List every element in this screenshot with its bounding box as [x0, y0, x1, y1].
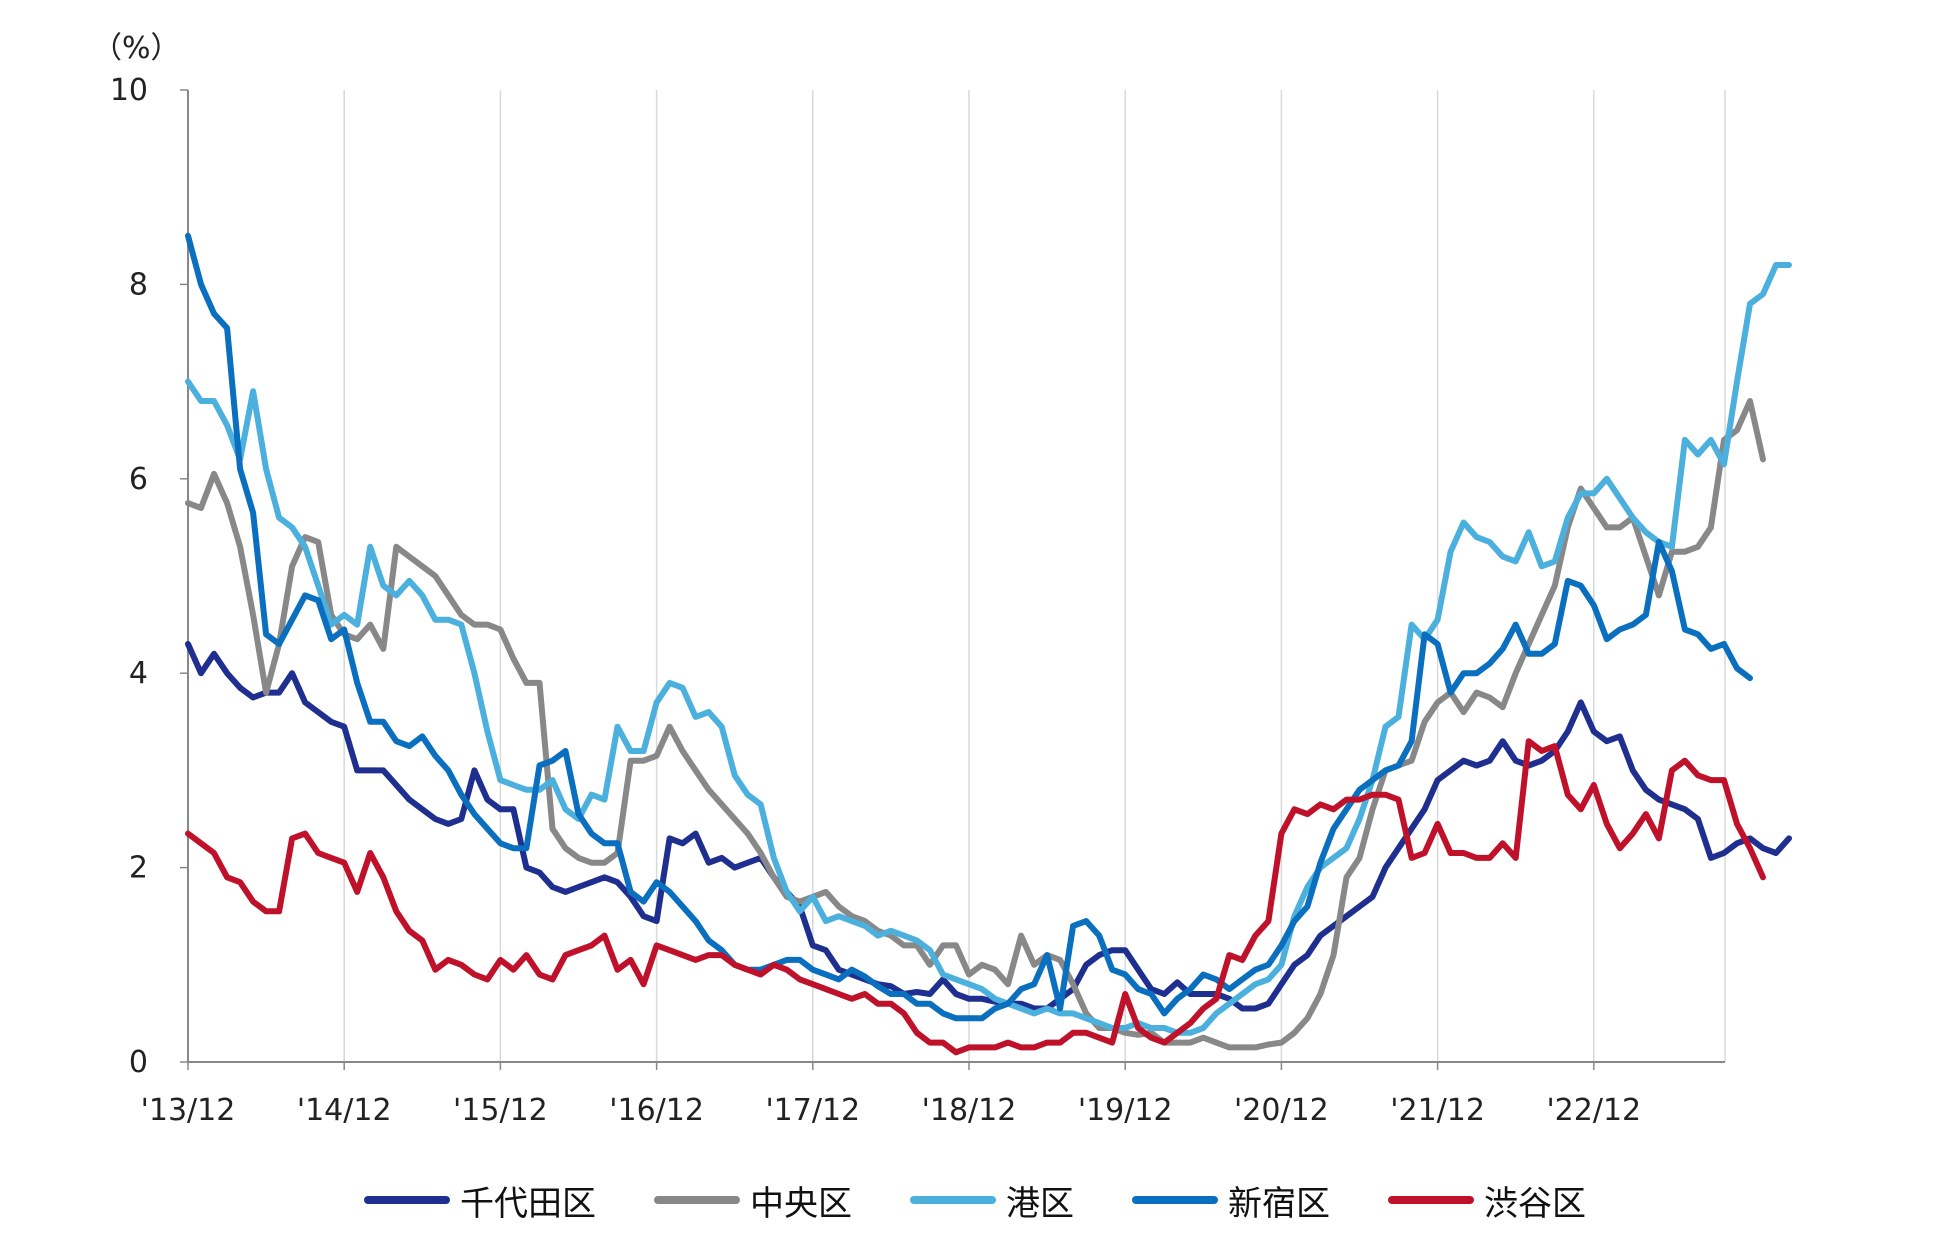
gridlines	[343, 90, 1726, 1062]
x-tick-label: '22/12	[1546, 1093, 1641, 1128]
legend-item: 港区	[910, 1176, 1074, 1225]
legend-item: 中央区	[654, 1176, 852, 1225]
legend-swatch	[654, 1196, 740, 1204]
x-tick-label: '20/12	[1234, 1093, 1329, 1128]
legend-swatch	[910, 1196, 996, 1204]
x-tick-label: '19/12	[1078, 1093, 1173, 1128]
series-line-港区	[185, 262, 1792, 1036]
x-tick-label: '13/12	[141, 1093, 236, 1128]
y-tick-label: 10	[110, 73, 148, 108]
axes	[180, 89, 1725, 1070]
legend-swatch	[1132, 1196, 1218, 1204]
legend-swatch	[364, 1196, 450, 1204]
x-tick-label: '21/12	[1390, 1093, 1485, 1128]
series-line-渋谷区	[185, 738, 1766, 1056]
x-tick-label: '15/12	[453, 1093, 548, 1128]
legend-label: 港区	[1006, 1183, 1074, 1224]
tick-labels: '13/12 '14/12 '15/12 '16/12 '17/12 '18/12 '19/…	[110, 73, 1641, 1128]
legend-item: 新宿区	[1132, 1176, 1330, 1225]
legend-label: 新宿区	[1228, 1183, 1330, 1224]
series-line-千代田区	[185, 641, 1792, 1012]
series-line-中央区	[185, 398, 1766, 1051]
x-tick-label: '14/12	[297, 1093, 392, 1128]
legend-item: 千代田区	[364, 1176, 596, 1225]
y-tick-label: 8	[129, 267, 148, 302]
x-tick-label: '17/12	[765, 1093, 860, 1128]
y-tick-label: 0	[129, 1045, 148, 1080]
legend-swatch	[1388, 1196, 1474, 1204]
legend-label: 千代田区	[460, 1183, 596, 1224]
series-line-新宿区	[185, 232, 1753, 1022]
legend: 千代田区 中央区 港区 新宿区 渋谷区	[0, 1170, 1950, 1230]
legend-item: 渋谷区	[1388, 1176, 1586, 1225]
x-tick-label: '16/12	[609, 1093, 704, 1128]
legend-label: 中央区	[750, 1183, 852, 1224]
legend-label: 渋谷区	[1484, 1183, 1586, 1224]
y-tick-label: 4	[129, 656, 148, 691]
y-tick-label: 6	[129, 462, 148, 497]
y-tick-label: 2	[129, 851, 148, 886]
series-lines	[185, 232, 1792, 1056]
y-unit-label: （%）	[92, 31, 181, 66]
x-tick-label: '18/12	[922, 1093, 1017, 1128]
